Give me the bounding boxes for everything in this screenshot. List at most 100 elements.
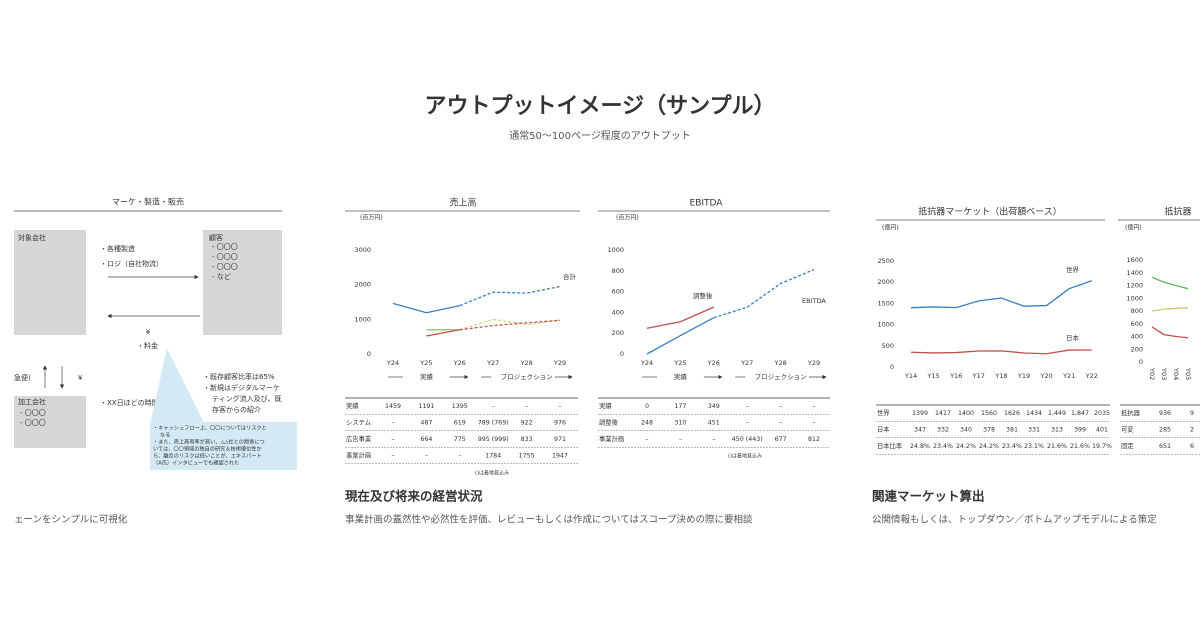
table-row-label: 実績 — [346, 401, 359, 410]
label: ・既存顧客比率は65% — [203, 372, 275, 381]
table-cell: 340 — [960, 427, 972, 434]
table-cell: 23.4% — [1002, 443, 1022, 450]
table-cell: 1395 — [452, 403, 468, 410]
x-tick-label: Y17 — [972, 372, 985, 380]
table-cell: 922 — [521, 420, 533, 427]
series-line — [646, 306, 715, 329]
page-subtitle: 通常50〜100ページ程度のアウトプット — [509, 129, 691, 142]
label: 対象会社 — [18, 233, 46, 242]
table-cell: 332 — [937, 427, 949, 434]
table-cell: 833 — [521, 436, 533, 443]
table-cell: – — [812, 420, 815, 427]
table-cell: 399 — [1074, 427, 1086, 434]
x-tick-label: Y28 — [519, 359, 532, 367]
y-tick-label: 1500 — [877, 299, 894, 307]
table-cell: 1191 — [418, 403, 434, 410]
x-tick-label: Y25 — [673, 359, 686, 367]
table-cell: 450 (443) — [732, 436, 763, 443]
table-cell: 789 (769) — [478, 420, 509, 427]
table-cell: – — [525, 403, 528, 410]
table-cell: – — [458, 453, 461, 460]
y-tick-label: 0 — [620, 350, 624, 358]
chart-title: 抵抗器 — [1164, 206, 1191, 218]
table-cell: 1560 — [981, 410, 997, 417]
y-tick-label: 1000 — [1126, 294, 1143, 302]
y-tick-label: 400 — [612, 308, 624, 316]
slide-title: マーケ・製造・販売 — [112, 197, 184, 207]
x-tick-label: Y18 — [994, 372, 1007, 380]
x-tick-label: Y03 — [1160, 367, 1168, 380]
table-cell: 310 — [674, 420, 686, 427]
table-cell: 347 — [914, 427, 926, 434]
table-cell: – — [391, 436, 394, 443]
footnote: ()は着地見込み — [475, 470, 509, 477]
y-tick-label: 800 — [1131, 307, 1143, 315]
table-cell: 664 — [420, 436, 432, 443]
phase-label: プロジェクション — [501, 373, 553, 381]
series-line — [1151, 307, 1189, 312]
table-cell: 21.6% — [1070, 443, 1090, 450]
table-cell: 23.4% — [933, 443, 953, 450]
table-cell: 1947 — [552, 453, 568, 460]
table-row-label: 事業計画 — [346, 451, 371, 460]
table-cell: 2035 — [1094, 410, 1110, 417]
y-tick-label: 1200 — [1126, 282, 1143, 290]
y-tick-label: 200 — [1131, 345, 1143, 353]
table-cell: 1417 — [935, 410, 951, 417]
card-title: 関連マーケット算出 — [872, 489, 985, 504]
series-line — [713, 268, 815, 319]
table-cell: – — [712, 436, 715, 443]
processor-box — [14, 396, 86, 448]
table-cell: 313 — [1051, 427, 1063, 434]
x-tick-label: Y14 — [904, 372, 917, 380]
table-cell: 285 — [1159, 427, 1171, 434]
y-tick-label: 1600 — [1126, 256, 1143, 264]
table-cell: 1399 — [912, 410, 928, 417]
company-box — [14, 230, 86, 335]
table-row-label: 日本比率 — [877, 441, 902, 450]
y-tick-label: 0 — [1139, 358, 1143, 366]
series-line — [459, 318, 561, 331]
label: ¥ — [146, 328, 151, 336]
series-label: EBITDA — [802, 297, 826, 305]
series-line — [459, 319, 561, 331]
table-cell: 381 — [1006, 427, 1018, 434]
y-tick-label: 1000 — [354, 315, 371, 323]
table-cell: 775 — [454, 436, 466, 443]
table-cell: 24.2% — [979, 443, 999, 450]
table-row-label: 固定 — [1121, 441, 1134, 450]
table-row-label: 抵抗器 — [1121, 408, 1141, 417]
x-tick-label: Y02 — [1148, 367, 1156, 380]
x-tick-label: Y04 — [1172, 367, 1180, 380]
label: ・料金 — [137, 341, 158, 350]
table-row-label: 可変 — [1121, 425, 1134, 434]
label: ・XX日ほどの時間 — [100, 399, 159, 407]
label: - 〇〇〇 — [212, 243, 238, 251]
table-cell: 936 — [1159, 410, 1171, 417]
label: - 〇〇〇 — [212, 263, 238, 271]
x-tick-label: Y16 — [949, 372, 962, 380]
label: 急便) — [14, 373, 31, 382]
card-caption: 公開情報もしくは、トップダウン／ボトムアップモデルによる策定 — [872, 514, 1157, 526]
table-cell: 1459 — [385, 403, 401, 410]
table-row-label: 事業計画 — [599, 434, 624, 443]
y-tick-label: 200 — [612, 329, 624, 337]
table-cell: 378 — [983, 427, 995, 434]
table-cell: 971 — [554, 436, 566, 443]
card-caption: ェーンをシンプルに可視化 — [14, 514, 128, 526]
series-line — [646, 317, 715, 355]
series-line — [1151, 276, 1189, 290]
x-tick-label: Y26 — [453, 359, 466, 367]
page-title: アウトプットイメージ（サンプル） — [425, 94, 776, 119]
label: ・また、売上高有率が高い、△△社との関係につ — [153, 438, 265, 446]
label: なる — [160, 432, 170, 439]
table-cell: 451 — [708, 420, 720, 427]
chart-title: EBITDA — [690, 199, 724, 209]
y-tick-label: 3000 — [354, 246, 371, 254]
label: 顧客 — [209, 233, 223, 242]
label: (億円) — [1125, 224, 1142, 232]
x-tick-label: Y28 — [773, 359, 786, 367]
y-tick-label: 2000 — [354, 281, 371, 289]
